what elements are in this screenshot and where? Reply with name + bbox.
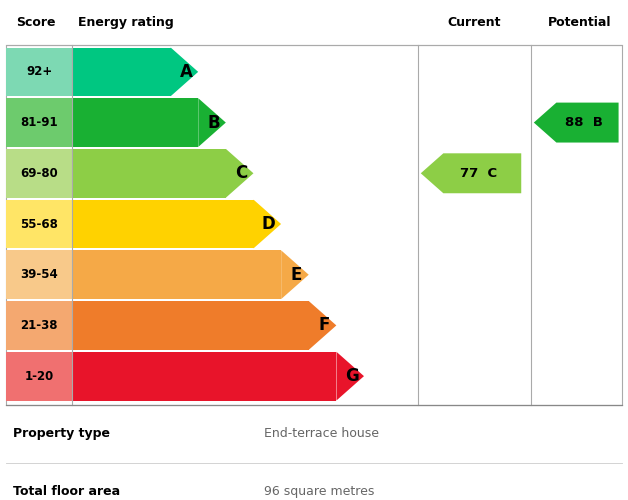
Bar: [6, 301, 72, 350]
Polygon shape: [226, 149, 254, 198]
Bar: [72, 48, 171, 96]
Text: 1-20: 1-20: [24, 370, 54, 382]
Polygon shape: [534, 102, 619, 142]
Bar: [72, 200, 254, 248]
Text: Score: Score: [16, 16, 56, 29]
Bar: [6, 200, 72, 248]
Polygon shape: [337, 352, 364, 401]
Polygon shape: [421, 154, 521, 194]
Bar: [6, 48, 72, 96]
Text: A: A: [180, 63, 192, 81]
Polygon shape: [254, 200, 281, 248]
Text: Property type: Property type: [13, 427, 109, 440]
Text: 69-80: 69-80: [20, 167, 58, 180]
Text: End-terrace house: End-terrace house: [264, 427, 379, 440]
Text: 88  B: 88 B: [565, 116, 604, 129]
Polygon shape: [171, 48, 198, 96]
Bar: [6, 352, 72, 401]
Text: D: D: [262, 215, 276, 233]
Bar: [6, 45, 622, 405]
Text: 81-91: 81-91: [21, 116, 58, 129]
Text: 39-54: 39-54: [20, 268, 58, 281]
Text: 96 square metres: 96 square metres: [264, 485, 374, 498]
Bar: [6, 98, 72, 147]
Text: G: G: [345, 367, 359, 385]
Polygon shape: [198, 98, 226, 147]
Bar: [72, 250, 281, 299]
Bar: [72, 301, 309, 350]
Text: 92+: 92+: [26, 66, 52, 78]
Text: 77  C: 77 C: [460, 167, 497, 180]
Bar: [72, 352, 337, 401]
Bar: [72, 149, 226, 198]
Bar: [6, 250, 72, 299]
Bar: [72, 98, 198, 147]
Bar: [6, 149, 72, 198]
Text: 55-68: 55-68: [20, 218, 58, 230]
Polygon shape: [309, 301, 337, 350]
Text: Potential: Potential: [548, 16, 611, 29]
Text: C: C: [235, 164, 247, 182]
Polygon shape: [281, 250, 309, 299]
Text: Total floor area: Total floor area: [13, 485, 120, 498]
Text: F: F: [318, 316, 330, 334]
Text: Energy rating: Energy rating: [78, 16, 174, 29]
Text: Current: Current: [447, 16, 501, 29]
Text: 21-38: 21-38: [21, 319, 58, 332]
Text: E: E: [291, 266, 302, 283]
Text: B: B: [207, 114, 220, 132]
